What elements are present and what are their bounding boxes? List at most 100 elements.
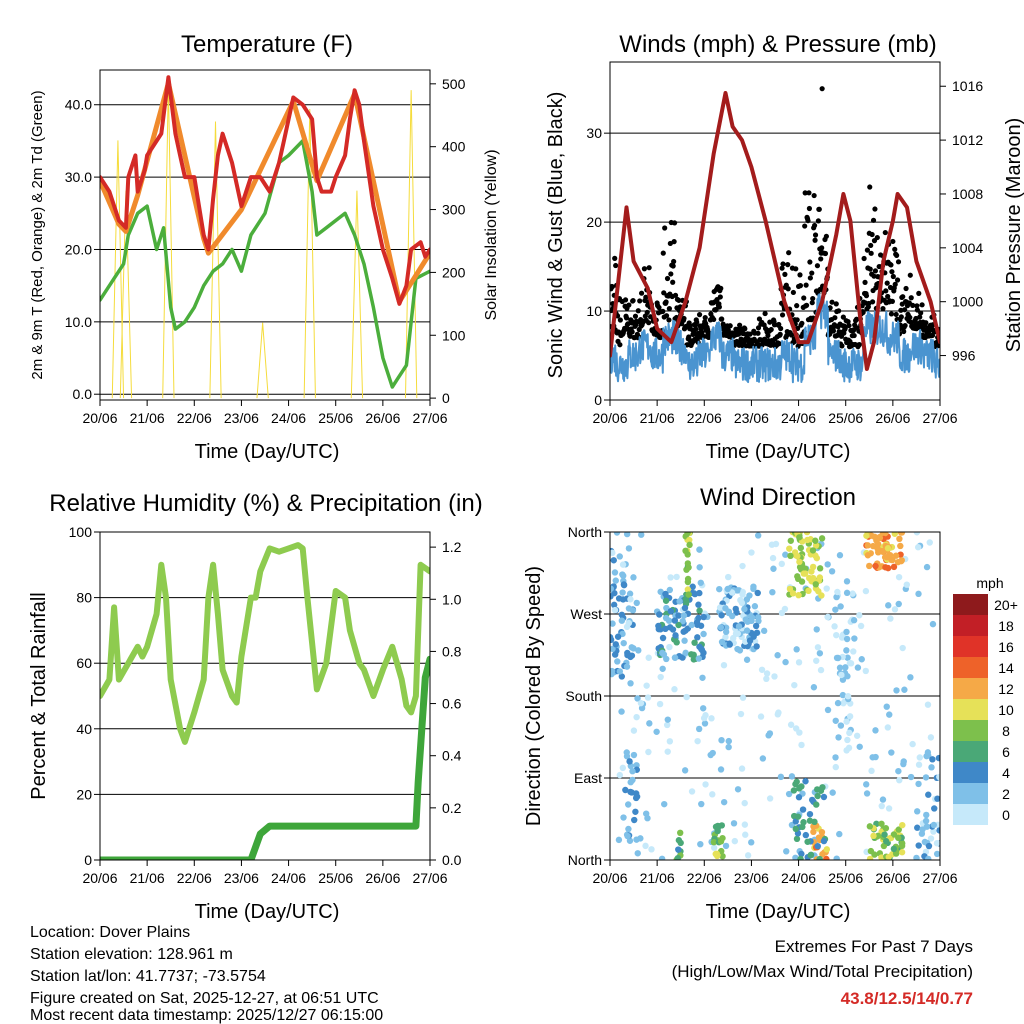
gust-point xyxy=(889,269,895,275)
wind-direction-point xyxy=(925,855,932,860)
wind-direction-point xyxy=(796,785,803,792)
gust-point xyxy=(907,314,913,321)
footer-latlon: Station lat/lon: 41.7737; -73.5754 xyxy=(30,968,266,985)
wind-direction-point xyxy=(913,854,920,860)
wind-direction-point xyxy=(685,591,692,598)
gust-point xyxy=(894,277,901,283)
gust-point xyxy=(814,263,821,269)
legend-label: 14 xyxy=(998,660,1014,676)
legend-swatch xyxy=(953,657,988,678)
wind-direction-point xyxy=(797,855,804,860)
wind-direction-point xyxy=(657,673,664,681)
wind-direction-point xyxy=(708,715,715,722)
temp-frame xyxy=(99,69,431,401)
gust-point xyxy=(916,290,922,296)
gust-point xyxy=(629,329,635,335)
winddir-ylabel: Direction (Colored By Speed) xyxy=(523,566,545,826)
wind-direction-point xyxy=(748,839,755,846)
gust-point xyxy=(803,282,809,288)
wind-direction-point xyxy=(633,599,640,607)
wind-direction-point xyxy=(897,532,905,536)
wind-direction-point xyxy=(754,589,761,597)
wind-direction-point xyxy=(667,574,674,581)
gust-point xyxy=(702,315,708,321)
gust-point xyxy=(694,319,700,325)
rh-xtick-label: 21/06 xyxy=(130,870,165,886)
wind-direction-point xyxy=(931,805,938,812)
winds-ytick-label: 20 xyxy=(586,214,602,230)
wind-direction-point xyxy=(623,663,631,670)
gust-point xyxy=(646,265,652,271)
wind-direction-point xyxy=(808,568,815,575)
winddir-xtick-label: 25/06 xyxy=(828,870,863,886)
wind-direction-point xyxy=(907,773,915,781)
wind-direction-point xyxy=(837,722,845,729)
wind-direction-point xyxy=(891,606,899,613)
winddir-title: Wind Direction xyxy=(700,484,856,511)
rh-xtick-label: 25/06 xyxy=(318,870,353,886)
wind-direction-point xyxy=(777,773,785,781)
wind-direction-point xyxy=(666,643,673,651)
gust-point xyxy=(785,262,791,268)
legend-label: 2 xyxy=(1002,786,1010,802)
wind-direction-point xyxy=(629,768,636,775)
gust-point xyxy=(885,293,891,300)
wind-direction-point xyxy=(913,808,921,815)
winds-xtick-label: 21/06 xyxy=(640,410,675,426)
wind-direction-point xyxy=(619,561,627,568)
wind-direction-point xyxy=(915,780,922,788)
wind-direction-point xyxy=(892,552,900,559)
wind-direction-point xyxy=(630,574,637,581)
wind-direction-point xyxy=(688,788,696,795)
solar-insolation-spike xyxy=(256,322,269,399)
wind-direction-point xyxy=(610,670,615,678)
wind-direction-point xyxy=(771,673,778,680)
wind-direction-point xyxy=(681,767,689,774)
wind-direction-point xyxy=(735,623,743,630)
solar-insolation-spike xyxy=(111,140,125,399)
wind-direction-point xyxy=(812,537,819,544)
gust-point xyxy=(670,279,676,285)
wind-direction-point xyxy=(899,644,906,652)
temp-xlabel: Time (Day/UTC) xyxy=(195,441,340,463)
gust-point xyxy=(660,250,666,256)
wind-direction-point xyxy=(656,700,664,708)
wind-direction-point xyxy=(814,644,822,651)
wind-direction-point xyxy=(625,545,633,552)
gust-point xyxy=(637,298,643,304)
gust-point xyxy=(780,261,786,267)
wind-direction-point xyxy=(814,792,821,800)
gust-point xyxy=(793,266,799,272)
wind-direction-point xyxy=(888,556,895,564)
precipitation-line xyxy=(100,655,430,860)
gust-point xyxy=(768,326,774,333)
wind-direction-point xyxy=(620,639,627,647)
temp-xtick-label: 21/06 xyxy=(130,410,165,426)
temp-xtick-label: 24/06 xyxy=(271,410,306,426)
wind-direction-point xyxy=(882,564,889,571)
wind-direction-point xyxy=(709,749,716,757)
gust-point xyxy=(809,300,815,306)
wind-direction-point xyxy=(653,728,660,735)
wind-direction-point xyxy=(613,532,621,536)
wind-direction-point xyxy=(618,617,626,624)
gust-point xyxy=(871,273,877,279)
gust-point xyxy=(869,299,876,305)
gust-point xyxy=(776,321,782,328)
gust-point xyxy=(812,237,818,243)
wind-direction-point xyxy=(684,586,692,593)
solar-insolation-spike xyxy=(350,190,364,399)
wind-direction-point xyxy=(793,835,801,843)
extremes-value: 43.8/12.5/14/0.77 xyxy=(841,989,973,1008)
wind-direction-point xyxy=(662,625,669,633)
gust-point xyxy=(762,310,768,317)
gust-point xyxy=(888,262,894,268)
temp-xtick-label: 20/06 xyxy=(82,410,117,426)
wind-direction-point xyxy=(662,590,669,598)
wind-direction-point xyxy=(663,604,670,612)
wind-direction-point xyxy=(744,852,752,859)
wind-direction-point xyxy=(625,825,632,833)
wind-direction-point xyxy=(802,778,809,785)
wind-direction-point xyxy=(634,850,641,857)
wind-direction-point xyxy=(697,579,704,586)
